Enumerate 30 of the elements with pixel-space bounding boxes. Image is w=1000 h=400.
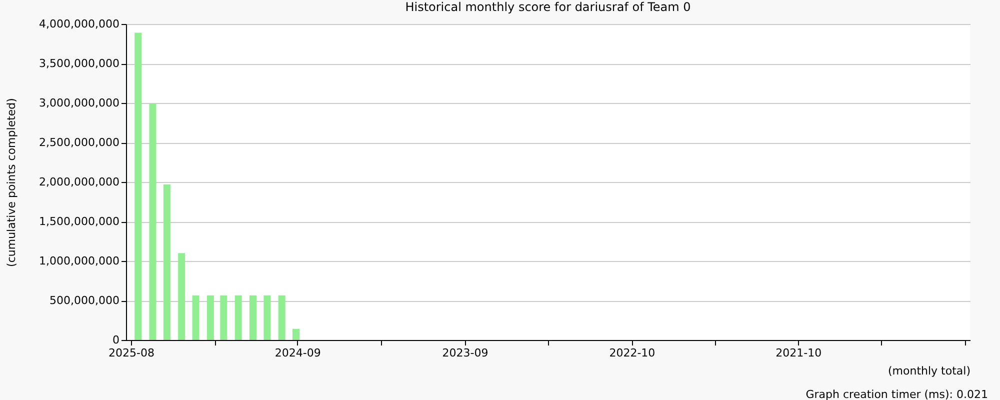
y-tick-label: 3,500,000,000	[39, 57, 120, 70]
x-tick-label: 2024-09	[274, 346, 321, 360]
chart-title: Historical monthly score for dariusraf of Team 0	[405, 0, 691, 14]
x-tick-label: 2022-10	[609, 346, 656, 360]
bar	[192, 295, 200, 340]
y-tick-label: 4,000,000,000	[39, 18, 120, 30]
x-tick-label: 2021-10	[776, 346, 822, 360]
x-axis-title: (monthly total)	[888, 364, 970, 378]
bar	[163, 184, 170, 340]
bar	[206, 295, 214, 340]
bar	[278, 295, 286, 340]
y-tick-label: 500,000,000	[50, 294, 120, 307]
y-tick-label: 1,000,000,000	[39, 254, 120, 268]
bar	[220, 295, 228, 340]
y-tick-label: 0	[112, 334, 120, 346]
y-tick-label: 2,000,000,000	[39, 176, 120, 188]
y-tick-label: 2,500,000,000	[39, 136, 120, 149]
x-tick-label: 2025-08	[108, 346, 154, 360]
bar	[234, 295, 242, 340]
bar	[292, 328, 300, 340]
bar	[249, 295, 256, 340]
text: Graph creation timer (ms): 0.021	[806, 388, 988, 400]
x-tick-label: 2023-09	[442, 346, 488, 360]
bar	[264, 295, 271, 340]
bar	[149, 104, 156, 340]
y-axis-title: (cumulative points completed)	[5, 98, 18, 267]
y-tick-label: 1,500,000,000	[39, 215, 120, 228]
bar	[178, 253, 186, 340]
bar	[134, 32, 142, 340]
y-tick-label: 3,000,000,000	[39, 96, 120, 110]
